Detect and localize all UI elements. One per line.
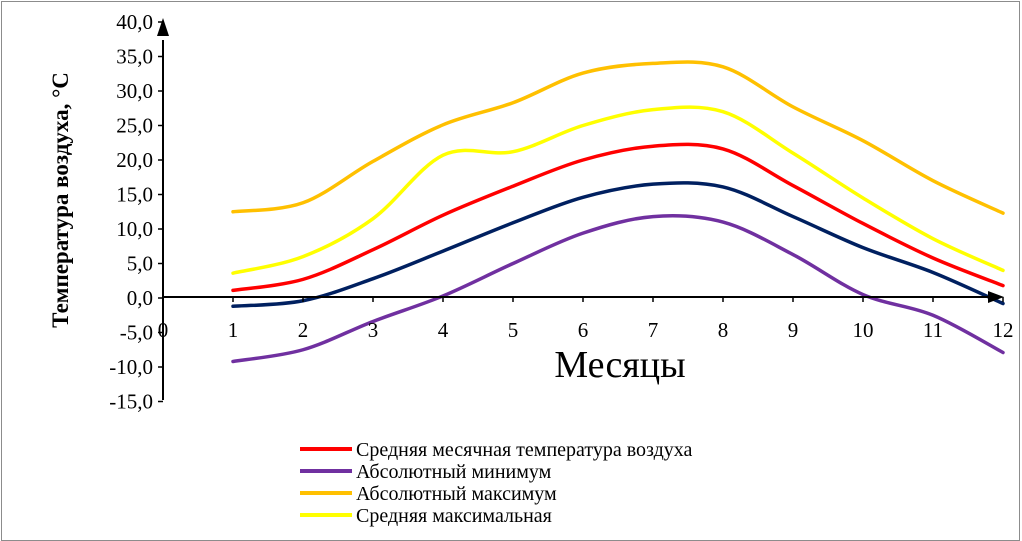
x-tick-label: 3	[368, 318, 379, 342]
y-tick-label: 20,0	[116, 148, 153, 172]
y-tick-label: 5,0	[127, 252, 153, 276]
x-axis-arrow	[988, 291, 1004, 303]
x-tick-label: 5	[508, 318, 519, 342]
series-line-3	[231, 60, 1005, 215]
x-tick-label: 6	[578, 318, 589, 342]
y-tick-label: 15,0	[116, 183, 153, 207]
y-tick-label: 30,0	[116, 79, 153, 103]
x-tick-label: 0	[158, 318, 169, 342]
x-tick-label: 9	[788, 318, 799, 342]
legend-label: Абсолютный минимум	[356, 461, 552, 483]
y-tick-label: 40,0	[116, 10, 153, 34]
x-tick-label: 2	[298, 318, 309, 342]
x-tick-label: 8	[718, 318, 729, 342]
y-tick-label: -15,0	[109, 390, 153, 414]
y-tick-labels: 40,0 35,0 30,0 25,0 20,0 15,0 10,0 5,0 0,0 -5,0 -1…	[109, 10, 163, 414]
x-tick-label: 10	[853, 318, 874, 342]
x-tick-label: 7	[648, 318, 659, 342]
y-tick-label: 10,0	[116, 217, 153, 241]
series-line-1	[231, 142, 1005, 293]
x-tick-label: 12	[993, 318, 1014, 342]
legend: Средняя месячная температура воздухаАбсо…	[300, 439, 693, 527]
legend-label: Средняя месячная температура воздуха	[356, 439, 693, 461]
x-axis-label: Месяцы	[554, 344, 685, 386]
y-tick-label: -5,0	[120, 321, 153, 345]
y-tick-label: -10,0	[109, 355, 153, 379]
series-line-5	[231, 181, 1005, 309]
x-tick-label: 1	[228, 318, 239, 342]
y-tick-label: 35,0	[116, 45, 153, 69]
y-axis-arrow	[157, 18, 169, 36]
x-tick-label: 4	[438, 318, 449, 342]
y-axis-label: Температура воздуха, °С	[48, 72, 73, 328]
y-tick-label: 25,0	[116, 114, 153, 138]
legend-label: Абсолютный максимум	[356, 483, 557, 505]
series-line-4	[231, 105, 1005, 275]
legend-label: Средняя максимальная	[356, 505, 552, 527]
y-tick-label: 0,0	[127, 286, 153, 310]
x-tick-label: 11	[923, 318, 943, 342]
x-tick-labels: 0 1 2 3 4 5 6 7 8 9 10 11 12	[158, 297, 1014, 342]
series-lines	[231, 60, 1005, 364]
axes	[157, 18, 1004, 400]
